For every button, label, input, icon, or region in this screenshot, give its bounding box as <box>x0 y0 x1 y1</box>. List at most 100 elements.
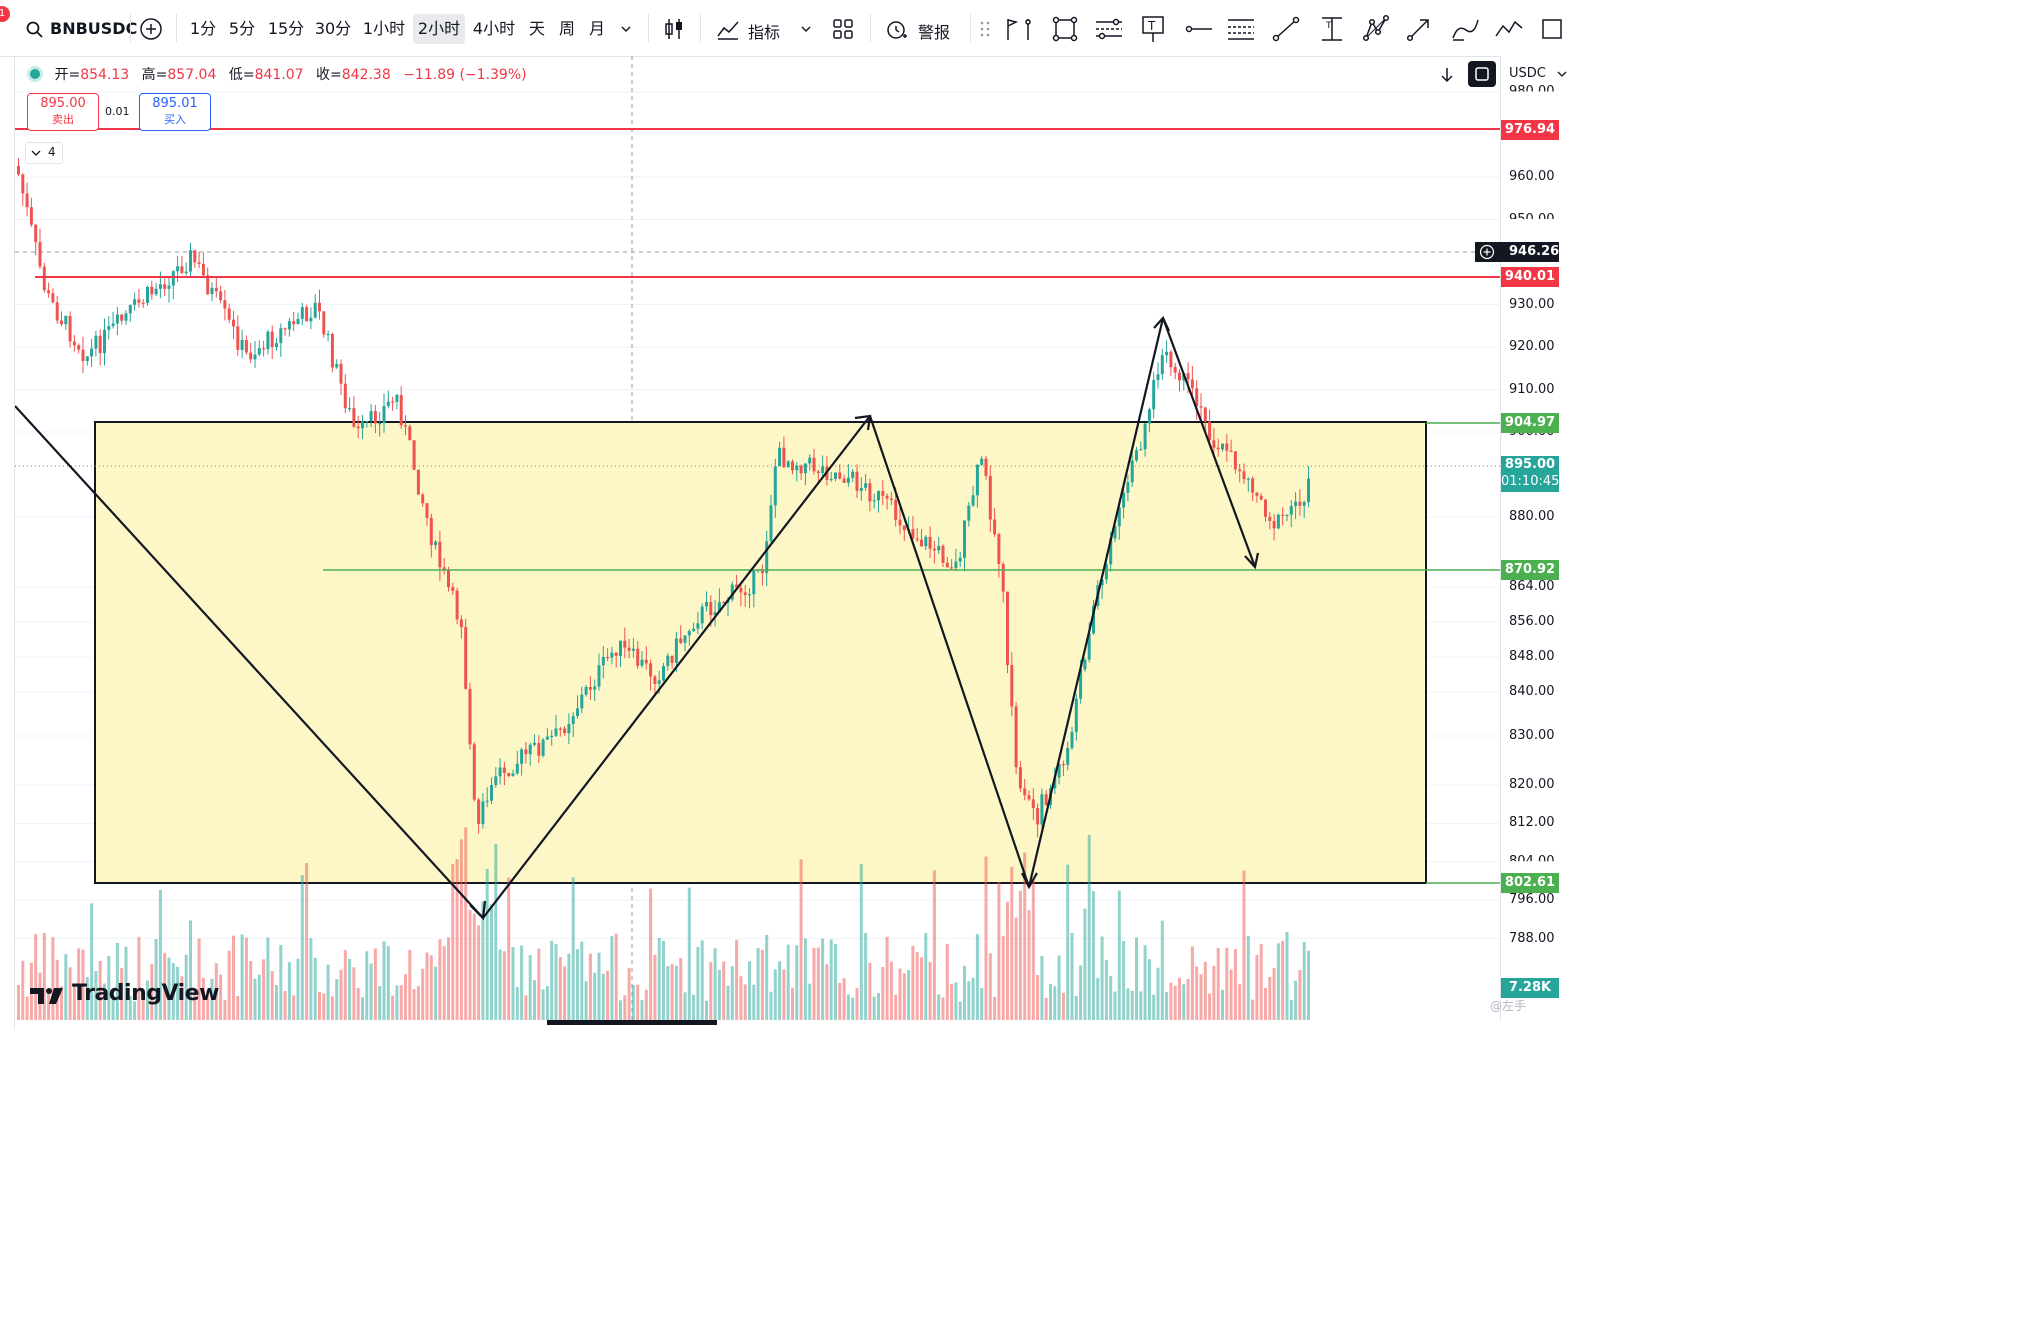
close-label: 收= <box>316 67 342 83</box>
volume-bar <box>90 903 94 1020</box>
interval-month[interactable]: 月 <box>588 19 605 38</box>
volume-bar <box>1178 977 1181 1020</box>
volume-bar <box>1066 864 1070 1020</box>
chart-pane[interactable]: 开=854.13 高=857.04 低=841.07 收=842.38 −11.… <box>15 56 1500 1020</box>
interval-2h[interactable]: 2小时 <box>413 14 465 44</box>
volume-bar <box>1255 954 1259 1020</box>
flag-marker-icon[interactable] <box>1004 16 1034 42</box>
candles-icon[interactable] <box>663 17 685 41</box>
volume-bar <box>1126 988 1130 1020</box>
volume-bar <box>1053 986 1057 1020</box>
add-symbol-icon[interactable] <box>139 17 163 41</box>
forecast-tool-icon[interactable] <box>1494 16 1524 42</box>
volume-bar <box>1281 940 1285 1020</box>
symbol-search[interactable]: BNBUSDC <box>20 14 137 44</box>
interval-1m[interactable]: 1分 <box>189 19 217 38</box>
svg-text:T: T <box>1147 19 1156 33</box>
chevron-down-icon[interactable] <box>800 24 812 34</box>
volume-bar <box>610 935 614 1020</box>
interval-1h[interactable]: 1小时 <box>362 19 406 38</box>
interval-week[interactable]: 周 <box>558 19 575 38</box>
price-tick: 840.00 <box>1509 684 1555 700</box>
auto-scale-icon[interactable] <box>1468 61 1496 87</box>
layouts-icon[interactable] <box>833 19 853 39</box>
tradingview-logo-icon <box>30 988 63 1004</box>
indicator-collapse-button[interactable]: 4 <box>25 142 63 164</box>
currency-label[interactable]: USDC <box>1509 66 1546 81</box>
candle-body <box>644 659 648 664</box>
volume-bar <box>356 987 360 1020</box>
rectangle-tool-icon[interactable] <box>1052 16 1078 42</box>
parallel-channel-icon[interactable] <box>1094 16 1124 42</box>
volume-bar <box>115 942 119 1020</box>
price-axis[interactable]: USDC 980.00970.00960.00950.00930.00920.0… <box>1468 56 1569 1020</box>
volume-bar <box>541 989 545 1020</box>
volume-bar <box>459 839 463 1020</box>
price-tick: 920.00 <box>1509 339 1555 354</box>
arrow-down-icon[interactable] <box>1439 66 1455 84</box>
status-dot-icon <box>30 69 40 79</box>
price-tag-976: 976.94 <box>1501 120 1559 140</box>
candle-body <box>1156 374 1160 381</box>
buy-button[interactable]: 895.01 买入 <box>139 93 211 131</box>
time-scroll-bar[interactable] <box>547 1020 717 1025</box>
chevron-down-icon[interactable] <box>620 24 632 34</box>
candle-body <box>795 465 799 471</box>
candle-body <box>760 569 764 574</box>
volume-bar <box>318 991 321 1020</box>
pattern-tool-icon[interactable] <box>1362 14 1390 44</box>
fib-retracement-icon[interactable] <box>1226 16 1256 42</box>
indicators-label: 指标 <box>748 23 781 42</box>
price-range-icon[interactable]: T <box>1318 14 1346 44</box>
volume-bar <box>1208 993 1212 1020</box>
candle-body <box>1014 706 1018 768</box>
candle-body <box>369 411 373 421</box>
interval-4h[interactable]: 4小时 <box>472 19 516 38</box>
brush-tool-icon[interactable] <box>1450 16 1480 42</box>
buy-price: 895.01 <box>152 96 198 111</box>
candle-body <box>868 483 872 502</box>
interval-day[interactable]: 天 <box>528 19 545 38</box>
interval-30m[interactable]: 30分 <box>314 19 352 38</box>
volume-bar <box>1014 917 1018 1020</box>
volume-bar <box>1199 974 1203 1020</box>
interval-5m[interactable]: 5分 <box>228 19 256 38</box>
candle-body <box>1298 501 1302 506</box>
chevron-down-icon[interactable] <box>1557 70 1567 78</box>
candle-body <box>1229 450 1233 452</box>
search-icon <box>26 21 43 38</box>
last-price-tag: 895.00 01:10:45 <box>1501 456 1559 492</box>
volume-bar <box>631 985 635 1020</box>
volume-bar <box>146 980 149 1020</box>
sell-button[interactable]: 895.00 卖出 <box>27 93 99 131</box>
candle-body <box>1001 564 1005 592</box>
candle-body <box>318 302 321 312</box>
candle-body <box>773 466 777 506</box>
add-alert-icon[interactable] <box>1479 244 1495 260</box>
candle-body <box>361 421 364 429</box>
candle-body <box>189 250 192 272</box>
volume-bar <box>64 954 68 1020</box>
candle-body <box>963 520 966 558</box>
candle-body <box>1208 421 1212 441</box>
candle-body <box>120 314 124 321</box>
horizontal-ray-icon[interactable] <box>1184 20 1214 38</box>
interval-15m[interactable]: 15分 <box>267 19 305 38</box>
candle-body <box>391 401 395 403</box>
drag-handle-icon[interactable] <box>980 20 990 38</box>
candle-body <box>382 405 386 424</box>
volume-bar <box>993 996 997 1020</box>
arrow-tool-icon[interactable] <box>1406 16 1434 42</box>
volume-bar <box>644 989 648 1020</box>
candle-body <box>851 471 855 478</box>
trend-line-icon[interactable] <box>1272 16 1300 42</box>
alerts-button[interactable]: 警报 <box>884 14 958 44</box>
volume-bar <box>515 987 519 1020</box>
indicators-button[interactable]: 指标 <box>714 14 794 44</box>
text-tool-icon[interactable]: T <box>1140 14 1166 44</box>
more-tools-icon[interactable] <box>1540 16 1568 42</box>
price-chart[interactable] <box>15 56 1500 1020</box>
volume-bar <box>580 941 584 1020</box>
candle-body <box>98 335 102 354</box>
volume-bar <box>945 943 949 1020</box>
